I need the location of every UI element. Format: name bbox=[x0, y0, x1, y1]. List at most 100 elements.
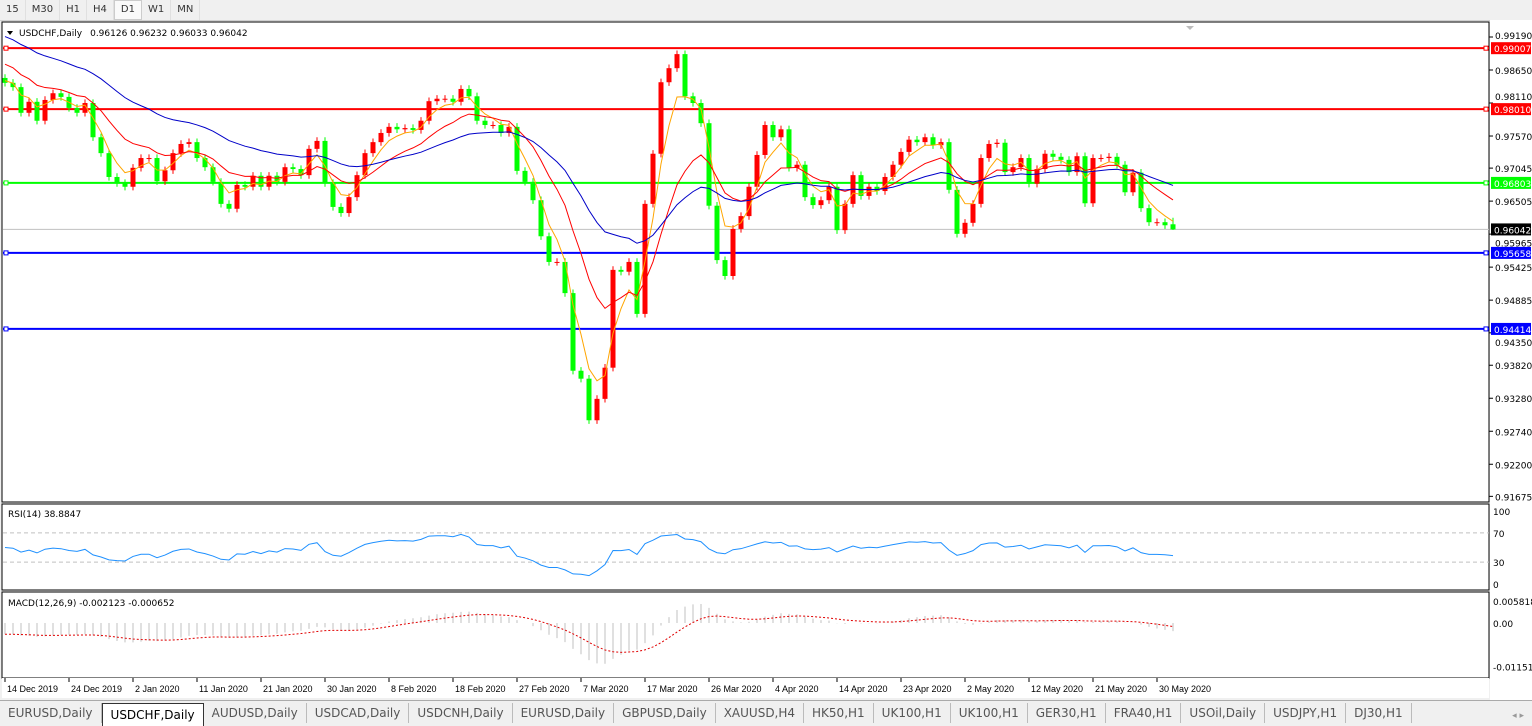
candle-body bbox=[274, 175, 280, 182]
candle-body bbox=[490, 125, 496, 127]
candle-body bbox=[242, 184, 248, 187]
ma-mid-line bbox=[4, 63, 1174, 310]
timeframe-h1[interactable]: H1 bbox=[60, 0, 87, 20]
chart-area[interactable]: USDCHF,Daily 0.96126 0.96232 0.96033 0.96… bbox=[0, 20, 1532, 700]
chart-tab[interactable]: HK50,H1 bbox=[804, 703, 874, 723]
timeframe-d1[interactable]: D1 bbox=[113, 0, 142, 20]
candle-body bbox=[682, 54, 688, 97]
macd-axis-label: 0.005818 bbox=[1493, 598, 1532, 608]
candle-body bbox=[658, 82, 664, 154]
rsi-axis-label: 30 bbox=[1493, 559, 1505, 569]
candle-body bbox=[730, 228, 736, 276]
candle-body bbox=[26, 101, 32, 113]
candle-body bbox=[778, 129, 784, 138]
candle-body bbox=[34, 101, 40, 121]
candle-body bbox=[514, 126, 520, 171]
chart-tab[interactable]: UK100,H1 bbox=[874, 703, 951, 723]
time-axis-label: 2 Jan 2020 bbox=[135, 684, 180, 694]
triangle-down-icon bbox=[7, 31, 13, 35]
candle-body bbox=[890, 164, 896, 177]
candle-body bbox=[226, 203, 232, 209]
candle-body bbox=[474, 96, 480, 121]
level-handle-left bbox=[3, 250, 9, 256]
price-axis-label: 0.92200 bbox=[1495, 461, 1532, 471]
chart-tab[interactable]: GBPUSD,Daily bbox=[614, 703, 716, 723]
candle-body bbox=[1050, 153, 1056, 157]
candle-body bbox=[338, 206, 344, 214]
chart-tab[interactable]: AUDUSD,Daily bbox=[204, 703, 307, 723]
candle-body bbox=[58, 93, 64, 97]
chart-tab[interactable]: UK100,H1 bbox=[951, 703, 1028, 723]
macd-panel bbox=[1, 591, 1490, 679]
chart-tab[interactable]: EURUSD,Daily bbox=[513, 703, 615, 723]
candle-body bbox=[586, 378, 592, 421]
chart-tab[interactable]: USDCHF,Daily bbox=[101, 703, 204, 726]
candle-body bbox=[858, 175, 864, 196]
chart-tab[interactable]: USDCNH,Daily bbox=[409, 703, 513, 723]
time-axis-label: 24 Dec 2019 bbox=[71, 684, 122, 694]
candle-body bbox=[370, 142, 376, 154]
level-handle-left bbox=[3, 326, 9, 332]
candle-body bbox=[842, 203, 848, 231]
candle-body bbox=[570, 293, 576, 371]
time-axis-label: 21 May 2020 bbox=[1095, 684, 1147, 694]
candle-body bbox=[706, 123, 712, 206]
candle-body bbox=[306, 148, 312, 176]
rsi-axis-label: 70 bbox=[1493, 530, 1505, 540]
candle-body bbox=[594, 398, 600, 421]
candle-body bbox=[354, 175, 360, 198]
candle-body bbox=[162, 170, 168, 182]
level-price-label: 0.95658 bbox=[1494, 250, 1531, 260]
candle-body bbox=[178, 143, 184, 154]
candle-body bbox=[666, 68, 672, 83]
candle-body bbox=[202, 158, 208, 168]
chart-tab[interactable]: EURUSD,Daily bbox=[0, 703, 102, 723]
candle-body bbox=[1154, 222, 1160, 224]
chart-tab[interactable]: FRA40,H1 bbox=[1106, 703, 1182, 723]
candle-body bbox=[10, 82, 16, 88]
chart-tab[interactable]: USDJPY,H1 bbox=[1265, 703, 1347, 723]
ohlc-label: 0.96126 0.96232 0.96033 0.96042 bbox=[90, 29, 247, 39]
candle-body bbox=[946, 142, 952, 190]
candle-body bbox=[234, 184, 240, 209]
candle-body bbox=[2, 77, 8, 83]
current-price-tag bbox=[1491, 223, 1531, 236]
candle-body bbox=[314, 140, 320, 149]
timeframe-15[interactable]: 15 bbox=[0, 0, 26, 20]
time-axis-label: 30 Jan 2020 bbox=[327, 684, 377, 694]
time-axis-label: 14 Apr 2020 bbox=[839, 684, 888, 694]
candle-body bbox=[602, 367, 608, 399]
candle-body bbox=[1170, 224, 1176, 230]
tab-scroll-arrows[interactable]: ◂ ▸ bbox=[1512, 711, 1524, 721]
time-axis-label: 23 Apr 2020 bbox=[903, 684, 952, 694]
chart-tab[interactable]: USOil,Daily bbox=[1181, 703, 1266, 723]
candle-body bbox=[170, 153, 176, 171]
timeframe-h4[interactable]: H4 bbox=[87, 0, 114, 20]
timeframe-w1[interactable]: W1 bbox=[142, 0, 172, 20]
chart-tab[interactable]: GER30,H1 bbox=[1028, 703, 1106, 723]
candle-body bbox=[1090, 158, 1096, 204]
candle-body bbox=[914, 139, 920, 143]
candle-body bbox=[218, 181, 224, 204]
timeframe-mn[interactable]: MN bbox=[171, 0, 201, 20]
candle-body bbox=[610, 269, 616, 368]
candle-body bbox=[578, 370, 584, 379]
candle-body bbox=[50, 93, 56, 100]
candle-body bbox=[90, 103, 96, 138]
candle-body bbox=[442, 98, 448, 100]
price-axis-label: 0.94350 bbox=[1495, 339, 1532, 349]
level-handle-left bbox=[3, 180, 9, 186]
price-axis-label: 0.97570 bbox=[1495, 133, 1532, 143]
timeframe-m30[interactable]: M30 bbox=[26, 0, 61, 20]
candle-body bbox=[1034, 169, 1040, 184]
candle-body bbox=[538, 200, 544, 237]
chart-tab[interactable]: XAUUSD,H4 bbox=[716, 703, 805, 723]
price-axis-label: 0.96505 bbox=[1495, 198, 1532, 208]
candle-body bbox=[98, 137, 104, 154]
price-axis-label: 0.97045 bbox=[1495, 165, 1532, 175]
chart-tab[interactable]: USDCAD,Daily bbox=[307, 703, 410, 723]
candle-body bbox=[290, 167, 296, 170]
time-axis-label: 7 Mar 2020 bbox=[583, 684, 629, 694]
candle-body bbox=[146, 158, 152, 160]
chart-tab[interactable]: DJ30,H1 bbox=[1346, 703, 1412, 723]
